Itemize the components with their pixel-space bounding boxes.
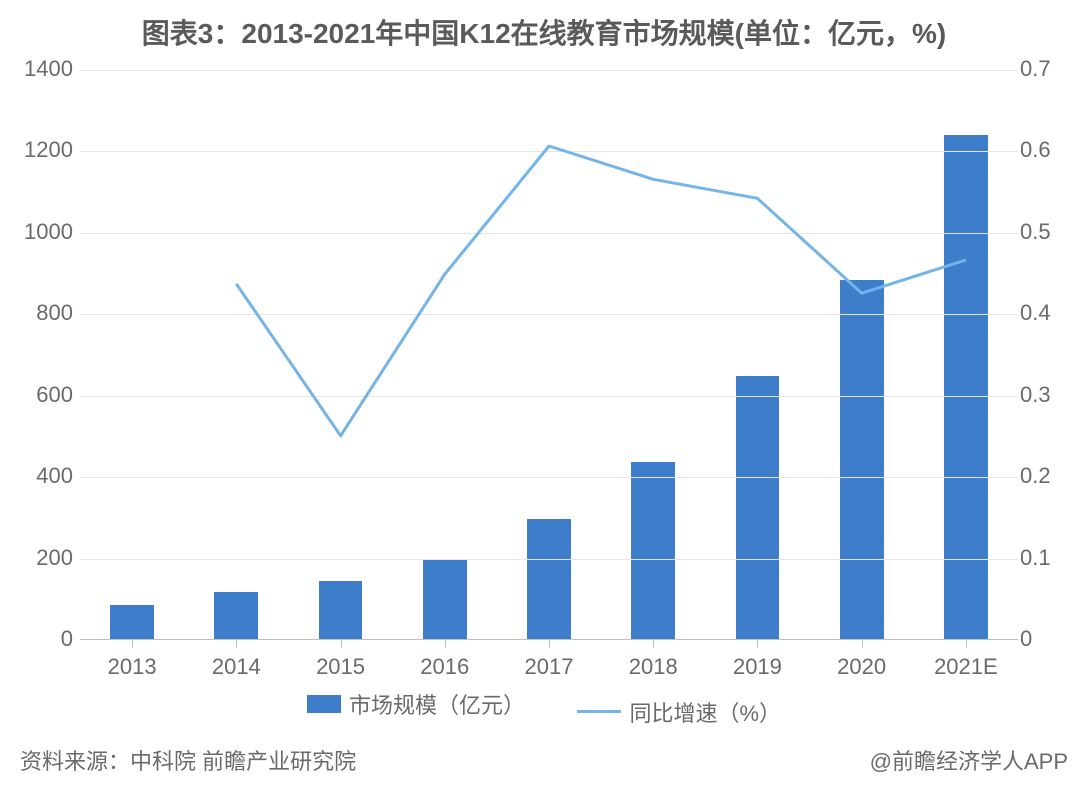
x-tick-label: 2019 [733,654,782,680]
line-series [80,70,1018,640]
x-tick-label: 2016 [420,654,469,680]
x-tick-label: 2018 [629,654,678,680]
legend-label-bar: 市场规模（亿元） [349,688,525,720]
y2-tick-label: 0 [1020,626,1070,652]
y2-tick-label: 0.6 [1020,137,1070,163]
chart-container: 图表3：2013-2021年中国K12在线教育市场规模(单位：亿元，%) 市场规… [0,0,1088,786]
x-tick-label: 2017 [525,654,574,680]
plot-area [80,70,1018,640]
y1-tick-label: 200 [18,545,73,571]
legend-item-line: 同比增速（%） [577,696,781,728]
x-tick-label: 2015 [316,654,365,680]
legend-swatch-line [577,710,621,713]
x-tick [549,640,550,648]
x-tick [236,640,237,648]
legend-item-bar: 市场规模（亿元） [307,688,525,720]
x-tick [653,640,654,648]
x-tick-label: 2021E [934,654,998,680]
y2-tick-label: 0.3 [1020,382,1070,408]
chart-title: 图表3：2013-2021年中国K12在线教育市场规模(单位：亿元，%) [0,12,1088,52]
x-tick [966,640,967,648]
y2-tick-label: 0.4 [1020,300,1070,326]
y1-tick-label: 400 [18,463,73,489]
legend: 市场规模（亿元） 同比增速（%） [0,688,1088,728]
growth-line [236,146,966,436]
y1-tick-label: 1200 [18,137,73,163]
y1-tick-label: 600 [18,382,73,408]
x-tick-label: 2020 [837,654,886,680]
y1-tick-label: 1400 [18,56,73,82]
x-tick [445,640,446,648]
y2-tick-label: 0.7 [1020,56,1070,82]
x-tick-label: 2013 [108,654,157,680]
x-tick [132,640,133,648]
y2-tick-label: 0.1 [1020,545,1070,571]
y2-tick-label: 0.5 [1020,219,1070,245]
y1-tick-label: 0 [18,626,73,652]
x-tick-label: 2014 [212,654,261,680]
attribution-text: @前瞻经济学人APP [870,744,1068,776]
legend-swatch-bar [307,695,341,713]
legend-label-line: 同比增速（%） [629,696,781,728]
x-tick [341,640,342,648]
source-text: 资料来源：中科院 前瞻产业研究院 [20,744,356,776]
y1-tick-label: 1000 [18,219,73,245]
y1-tick-label: 800 [18,300,73,326]
x-tick [862,640,863,648]
y2-tick-label: 0.2 [1020,463,1070,489]
x-tick [757,640,758,648]
